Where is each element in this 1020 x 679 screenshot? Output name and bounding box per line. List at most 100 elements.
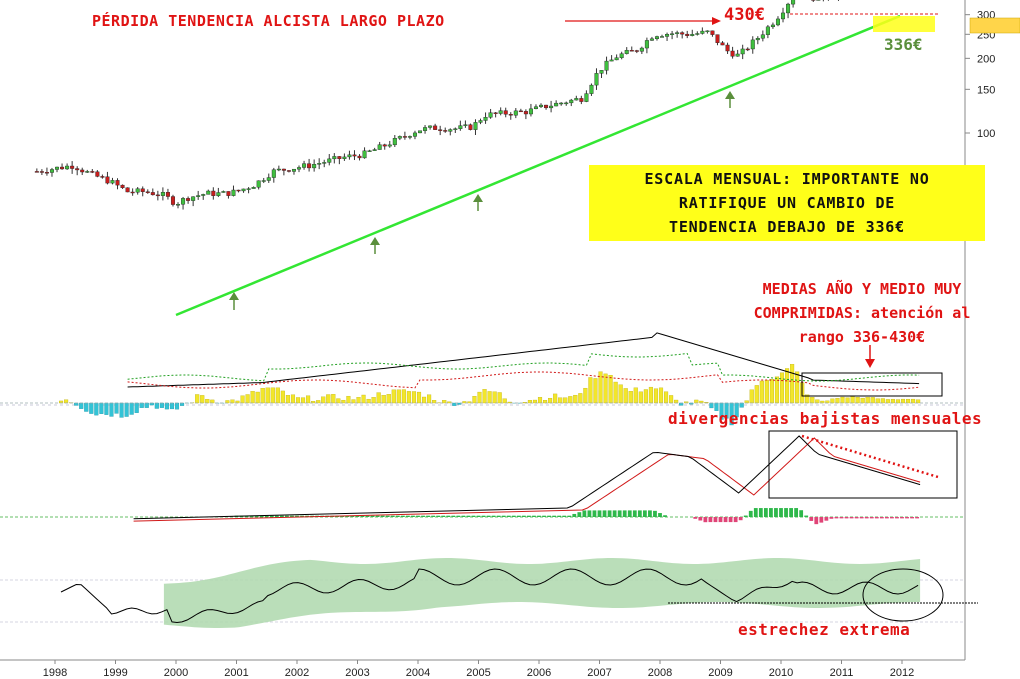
candle bbox=[569, 99, 574, 104]
indicator-bar bbox=[885, 399, 890, 404]
macd-histogram-bar bbox=[753, 508, 758, 517]
indicator-bar bbox=[578, 393, 583, 404]
indicator-bar bbox=[290, 394, 296, 404]
indicator-bar bbox=[467, 401, 472, 404]
candle bbox=[448, 129, 453, 132]
candle bbox=[508, 114, 513, 116]
support-arrow bbox=[473, 194, 483, 211]
indicator-bar bbox=[386, 394, 391, 404]
x-tick-label: 2006 bbox=[527, 667, 551, 679]
medias-highlight-box bbox=[801, 372, 943, 397]
candle bbox=[281, 168, 286, 171]
info-box bbox=[589, 165, 985, 241]
macd-histogram-bar bbox=[431, 515, 436, 517]
macd-histogram-bar bbox=[411, 515, 415, 517]
candle bbox=[579, 98, 584, 102]
candle bbox=[70, 165, 75, 169]
indicator-bar bbox=[205, 399, 210, 404]
macd-signal-line bbox=[133, 437, 921, 522]
x-tick-label: 2002 bbox=[285, 667, 309, 679]
volume-indicator-panel bbox=[0, 332, 965, 426]
candle bbox=[786, 3, 791, 14]
candle bbox=[629, 50, 634, 52]
candle bbox=[367, 150, 372, 152]
indicator-bar bbox=[472, 396, 477, 404]
macd-histogram-bar bbox=[562, 515, 567, 517]
indicator-bar bbox=[895, 399, 901, 404]
long-term-trend-line bbox=[175, 14, 901, 317]
indicator-red-line bbox=[127, 371, 920, 391]
candle bbox=[695, 33, 700, 35]
candle bbox=[770, 24, 775, 28]
candle bbox=[201, 194, 206, 196]
price-candles bbox=[34, 0, 839, 210]
macd-histogram-bar bbox=[632, 510, 637, 517]
macd-histogram-bar bbox=[592, 510, 597, 517]
macd-histogram-bar bbox=[395, 515, 400, 517]
macd-histogram-bar bbox=[385, 515, 390, 517]
candle bbox=[533, 106, 538, 110]
indicator-bar bbox=[502, 398, 507, 404]
candle bbox=[261, 180, 266, 182]
candle bbox=[791, 0, 796, 5]
macd-histogram-bar bbox=[839, 517, 844, 519]
indicator-bar bbox=[553, 393, 558, 404]
macd-histogram-bar bbox=[506, 515, 511, 517]
indicator-bar bbox=[306, 395, 311, 404]
indicator-bar bbox=[865, 397, 870, 404]
indicator-bar bbox=[850, 396, 855, 404]
macd-histogram-bar bbox=[375, 515, 380, 517]
macd-histogram-bar bbox=[733, 517, 738, 523]
candle bbox=[342, 156, 347, 159]
candle bbox=[775, 18, 780, 26]
indicator-bar bbox=[764, 380, 769, 404]
info-box-line-3: TENDENCIA DEBAJO DE 336€ bbox=[669, 218, 905, 236]
macd-histogram-bar bbox=[895, 517, 899, 519]
macd-histogram-bar bbox=[617, 510, 622, 517]
estrechez-annotation: estrechez extrema bbox=[738, 620, 911, 639]
indicator-bar bbox=[250, 391, 255, 404]
indicator-bar bbox=[573, 394, 578, 404]
candle bbox=[150, 192, 155, 196]
candle bbox=[382, 144, 387, 147]
indicator-bar bbox=[391, 389, 396, 404]
indicator-bar bbox=[754, 385, 759, 404]
title-annotation: PÉRDIDA TENDENCIA ALCISTA LARGO PLAZO bbox=[92, 12, 445, 30]
macd-histogram-bar bbox=[285, 515, 289, 517]
indicator-bar bbox=[623, 388, 628, 404]
x-tick-label: 2009 bbox=[708, 667, 732, 679]
indicator-bar bbox=[174, 402, 180, 410]
indicator-bar bbox=[785, 368, 790, 404]
indicator-bar bbox=[381, 395, 386, 404]
macd-histogram-bar bbox=[784, 508, 788, 517]
macd-histogram-bar bbox=[884, 517, 889, 519]
indicator-bar bbox=[900, 398, 906, 404]
indicator-bar bbox=[795, 371, 800, 404]
macd-histogram-bar bbox=[355, 515, 360, 517]
macd-histogram-bar bbox=[466, 515, 471, 517]
candle bbox=[125, 187, 130, 193]
indicator-bar bbox=[94, 402, 99, 416]
candle bbox=[85, 171, 90, 173]
candle bbox=[39, 171, 44, 173]
indicator-bar bbox=[492, 391, 497, 404]
macd-histogram-bar bbox=[300, 515, 304, 517]
candle bbox=[710, 30, 715, 35]
indicator-bar bbox=[119, 402, 124, 418]
indicator-bar bbox=[326, 394, 331, 404]
candle bbox=[372, 149, 377, 151]
divergence-box bbox=[768, 430, 958, 499]
indicator-bar bbox=[89, 402, 94, 414]
macd-histogram-bar bbox=[769, 508, 773, 517]
macd-histogram-bar bbox=[718, 517, 723, 523]
indicator-bar bbox=[830, 398, 835, 404]
macd-histogram-bar bbox=[713, 517, 718, 523]
macd-line bbox=[133, 435, 921, 520]
medias-arrow bbox=[865, 345, 875, 368]
candle bbox=[619, 53, 624, 58]
indicator-bar bbox=[371, 397, 376, 404]
indicator-bar bbox=[79, 402, 84, 409]
x-tick-label: 2003 bbox=[345, 667, 369, 679]
candle bbox=[302, 163, 307, 168]
candle bbox=[357, 155, 362, 159]
